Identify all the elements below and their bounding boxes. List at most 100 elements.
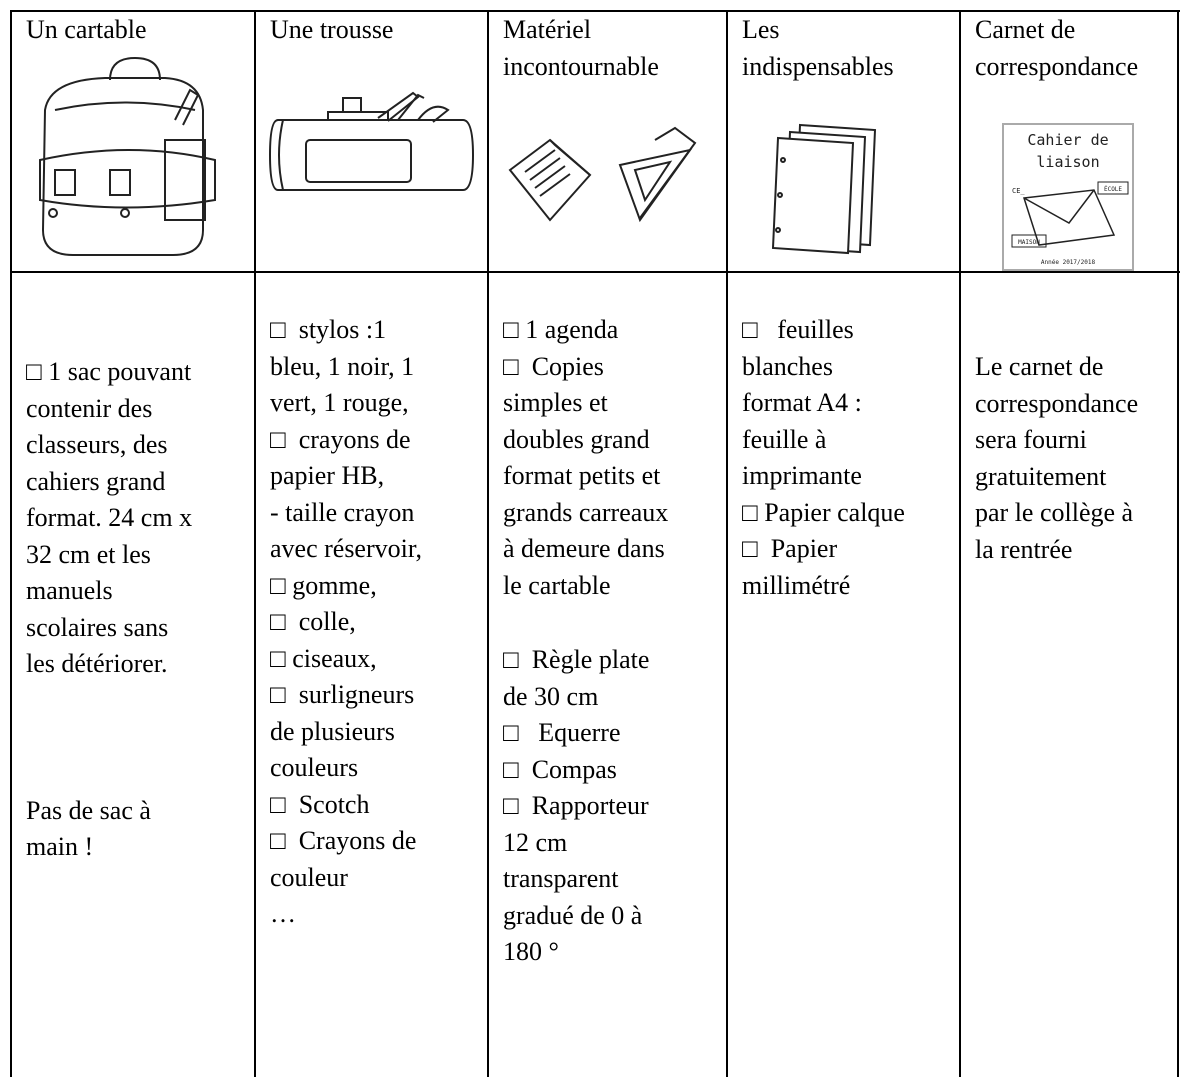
text-line: bleu, 1 noir, 1 [270, 351, 415, 381]
text-line: doubles grand [503, 424, 650, 454]
text-line: □ Scotch [270, 789, 370, 819]
header-title: indispensables [742, 51, 894, 81]
text-line: scolaires sans [26, 612, 169, 642]
sheets-illustration [771, 123, 877, 255]
text-line: à demeure dans [503, 534, 665, 563]
text-line: □ gomme, [270, 570, 377, 600]
cover-year: Année 2017/2018 [1041, 259, 1096, 266]
column-border [1177, 10, 1179, 1077]
table-border [10, 10, 1180, 12]
text-line: □ crayons de [270, 424, 411, 454]
text-line: cahiers grand [26, 466, 166, 496]
text-line: □ Rapporteur [503, 791, 649, 820]
cover-home: MAISON [1018, 239, 1040, 246]
text-line: □ Règle plate [503, 645, 650, 674]
text-line: contenir des [26, 393, 153, 423]
text-line: □ stylos :1 [270, 315, 387, 344]
text-line: … [270, 899, 296, 928]
text-line: Pas de sac à [26, 795, 151, 825]
text-line: le cartable [503, 570, 611, 600]
column-border [10, 10, 12, 1077]
text-line: couleur [270, 862, 348, 892]
paragraph: □ 1 sac pouvant contenir des classeurs, de… [26, 354, 254, 683]
cover-school: ÉCOLE [1104, 185, 1122, 193]
row-border [10, 271, 1180, 273]
text-line: - taille crayon [270, 497, 415, 527]
header-title: correspondance [975, 51, 1139, 81]
cover-title: liaison [1036, 153, 1099, 171]
text-line: grands carreaux [503, 497, 669, 527]
supplies-illustration [508, 126, 697, 223]
header-title: incontournable [503, 51, 659, 81]
paragraph: Le carnet de correspondance sera fourni gra… [975, 349, 1177, 568]
text-line: 32 cm et les [26, 539, 151, 569]
text-line: □ Compas [503, 754, 617, 784]
text-line: gratuitement [975, 461, 1107, 491]
header-title: Les [742, 15, 780, 44]
notebook-cover: Cahier de liaison CE_ ÉCOLE MAISON Année… [1002, 123, 1134, 271]
cover-class: CE_ [1012, 187, 1025, 195]
text-line: papier HB, [270, 461, 385, 490]
paragraph: □ feuilles blanches format A4 : feuille à im… [742, 312, 959, 604]
text-line: Le carnet de [975, 352, 1104, 381]
body-cell: □ 1 agenda □ Copies simples et doubles gran… [489, 273, 726, 1077]
body-cell: Le carnet de correspondance sera fourni gra… [961, 273, 1177, 1077]
header-cell: Matériel incontournable [489, 12, 726, 272]
text-line: main ! [26, 832, 94, 861]
header-title: Carnet de [975, 15, 1076, 44]
text-line: □ ciseaux, [270, 643, 377, 673]
header-title: Matériel [503, 15, 592, 44]
header-title: Un cartable [26, 15, 147, 44]
text-line: correspondance [975, 388, 1139, 418]
text-line: manuels [26, 576, 113, 605]
text-line: format petits et [503, 461, 661, 490]
text-line: □ Papier [742, 534, 838, 563]
text-line: de plusieurs [270, 716, 395, 746]
text-line: □ Equerre [503, 718, 621, 747]
body-cell: □ feuilles blanches format A4 : feuille à im… [728, 273, 959, 1077]
cover-title: Cahier de [1027, 131, 1108, 149]
text-line: □ 1 agenda [503, 315, 619, 344]
body-cell: □ 1 sac pouvant contenir des classeurs, de… [12, 273, 254, 1077]
text-line: feuille à [742, 424, 827, 454]
text-line: couleurs [270, 753, 359, 782]
header-title: Une trousse [270, 15, 394, 44]
header-cell: Les indispensables [728, 12, 959, 272]
body-cell: □ stylos :1 bleu, 1 noir, 1 vert, 1 rouge,… [256, 273, 487, 1077]
text-line: millimétré [742, 570, 851, 600]
text-line: format. 24 cm x [26, 503, 193, 532]
column-border [959, 10, 961, 1077]
text-line: format A4 : [742, 388, 862, 417]
paragraph: □ 1 agenda □ Copies simples et doubles gran… [503, 312, 726, 604]
text-line: gradué de 0 à [503, 900, 643, 930]
text-line: sera fourni [975, 425, 1087, 454]
text-line: simples et [503, 388, 608, 417]
backpack-illustration [39, 56, 216, 256]
text-line: de 30 cm [503, 681, 599, 711]
paragraph: □ stylos :1 bleu, 1 noir, 1 vert, 1 rouge,… [270, 312, 487, 933]
header-cell: Carnet de correspondance [961, 12, 1177, 272]
text-line: □ feuilles [742, 315, 854, 344]
text-line: imprimante [742, 461, 862, 490]
text-line: par le collège à [975, 498, 1134, 527]
text-line: 12 cm [503, 827, 568, 857]
text-line: □ colle, [270, 607, 356, 636]
column-border [726, 10, 728, 1077]
text-line: □ Crayons de [270, 826, 417, 855]
text-line: classeurs, des [26, 430, 168, 459]
paragraph: □ Règle plate de 30 cm □ Equerre □ Compas □ … [503, 642, 726, 971]
text-line: la rentrée [975, 534, 1073, 564]
text-line: les détériorer. [26, 649, 168, 678]
text-line: 180 ° [503, 937, 559, 966]
text-line: □ Copies [503, 351, 604, 381]
column-border [487, 10, 489, 1077]
text-line: blanches [742, 351, 833, 381]
column-border [254, 10, 256, 1077]
header-cell: Un cartable [12, 12, 254, 272]
text-line: avec réservoir, [270, 534, 422, 563]
text-line: □ surligneurs [270, 680, 415, 709]
text-line: vert, 1 rouge, [270, 388, 409, 417]
text-line: □ 1 sac pouvant [26, 357, 192, 386]
